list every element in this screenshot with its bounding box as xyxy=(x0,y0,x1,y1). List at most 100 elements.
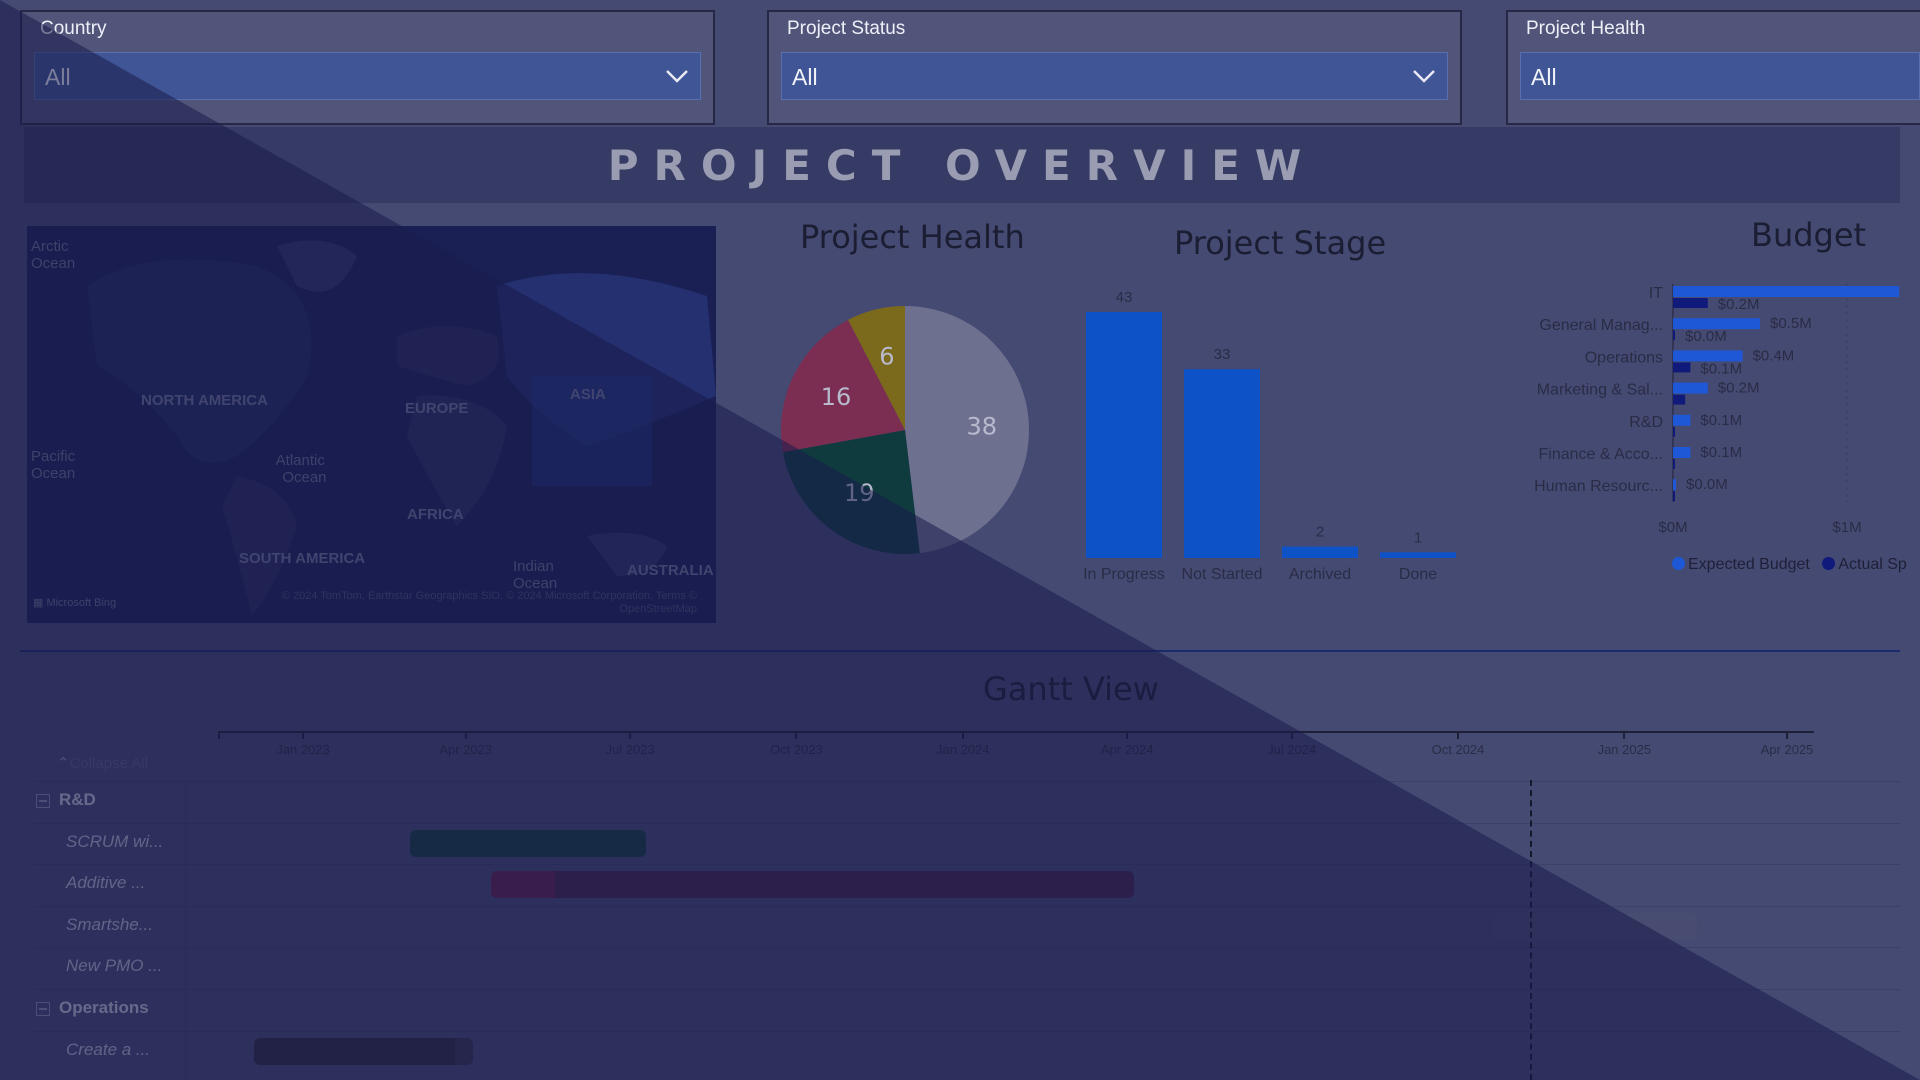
country-dropdown-value: All xyxy=(45,64,71,90)
gantt-task-bar[interactable] xyxy=(409,829,647,857)
budget-actual-bar[interactable] xyxy=(1673,426,1675,437)
country-slicer-label: Country xyxy=(40,18,107,39)
gantt-axis-label: Jan 2025 xyxy=(1597,742,1652,757)
project-health-dropdown[interactable]: All xyxy=(1520,52,1920,100)
stage-bar-value: 43 xyxy=(1116,289,1133,306)
budget-category-label: Operations xyxy=(1585,349,1663,366)
ocean-label: Arctic Ocean xyxy=(31,238,76,272)
bing-brand-text: Microsoft Bing xyxy=(46,597,117,609)
world-landmass xyxy=(87,240,716,616)
project-status-slicer: Project Status All xyxy=(767,10,1462,125)
gantt-axis-tick xyxy=(1457,731,1460,739)
project-health-slicer: Project Health All xyxy=(1506,10,1920,125)
pie-slice-label: 6 xyxy=(879,342,894,370)
gantt-task-progress xyxy=(490,871,556,899)
gantt-axis-label: Apr 2024 xyxy=(1100,742,1154,757)
pie-slice-label: 16 xyxy=(821,383,852,411)
chevron-down-icon[interactable] xyxy=(1411,63,1437,89)
stage-category-label: Not Started xyxy=(1182,566,1263,583)
gantt-task-bar[interactable] xyxy=(1492,912,1697,940)
gantt-axis-label: Oct 2023 xyxy=(770,742,823,757)
gantt-axis-tick xyxy=(961,731,964,739)
gantt-task-row[interactable]: Additive ... xyxy=(33,864,1900,905)
budget-expected-bar[interactable] xyxy=(1673,447,1691,458)
budget-title: Budget xyxy=(1751,216,1867,254)
budget-expected-bar[interactable] xyxy=(1673,479,1676,491)
project-status-dropdown[interactable]: All xyxy=(781,52,1448,100)
gantt-group-row[interactable]: Operations xyxy=(33,989,1900,1030)
gantt-task-bar[interactable] xyxy=(254,1037,473,1065)
stage-bar[interactable] xyxy=(1086,312,1162,558)
gantt-task-row[interactable]: Create a ... xyxy=(33,1030,1900,1072)
gantt-task-label: New PMO ... xyxy=(66,956,163,976)
gantt-task-label: Additive ... xyxy=(66,873,146,893)
chevron-down-icon[interactable] xyxy=(664,63,690,89)
gantt-group-row[interactable]: R&D xyxy=(33,781,1900,822)
collapse-group-icon[interactable] xyxy=(36,794,50,808)
gantt-task-label: Create a ... xyxy=(66,1039,151,1059)
gantt-task-row[interactable]: Smartshe... xyxy=(33,905,1900,947)
stage-bar[interactable] xyxy=(1184,369,1260,558)
gantt-axis-tick xyxy=(464,731,467,739)
budget-expected-bar[interactable] xyxy=(1673,286,1900,297)
budget-actual-bar[interactable] xyxy=(1673,394,1686,405)
budget-chart[interactable]: IT $0.2M General Manag... $0.5M $0.0M Operati… xyxy=(1500,270,1920,590)
stage-bar[interactable] xyxy=(1282,546,1358,558)
gantt-axis-label: Jan 2024 xyxy=(936,742,990,757)
continent-label: SOUTH AMERICA xyxy=(239,550,366,567)
gantt-task-label: SCRUM wi... xyxy=(66,831,164,851)
budget-actual-bar[interactable] xyxy=(1673,362,1691,373)
budget-axis-tick: $1M xyxy=(1832,519,1861,536)
project-health-pie[interactable]: 38 19 16 6 xyxy=(770,300,1040,560)
continent-label: ASIA xyxy=(570,386,606,403)
gantt-axis-tick xyxy=(218,731,220,739)
legend-dot-actual xyxy=(1822,557,1836,570)
ocean-label: Indian Ocean xyxy=(513,558,558,592)
budget-actual-bar[interactable] xyxy=(1673,491,1675,502)
budget-expected-value: $0.2M xyxy=(1718,380,1760,397)
country-dropdown[interactable]: All xyxy=(34,52,701,100)
stage-bar-value: 2 xyxy=(1316,524,1324,541)
budget-expected-value: $0.0M xyxy=(1686,476,1728,493)
stage-bar[interactable] xyxy=(1380,552,1456,558)
project-health-title: Project Health xyxy=(800,218,1025,256)
project-health-dropdown-value: All xyxy=(1531,64,1557,90)
gantt-axis-tick xyxy=(1623,731,1626,739)
collapse-all-button[interactable]: ⌃Collapse All xyxy=(57,754,148,772)
legend-dot-expected xyxy=(1672,557,1685,570)
budget-actual-value: $0.2M xyxy=(1718,296,1760,313)
collapse-group-icon[interactable] xyxy=(36,1002,50,1016)
gantt-axis-tick xyxy=(302,731,304,739)
page-title: PROJECT OVERVIEW xyxy=(607,140,1317,190)
map-attribution: © 2024 TomTom, Earthstar Geographics SIO… xyxy=(281,590,697,615)
gantt-axis-label: Jul 2023 xyxy=(605,742,655,757)
budget-actual-bar[interactable] xyxy=(1673,459,1675,469)
gantt-axis-label: Apr 2025 xyxy=(1760,742,1814,757)
gantt-group-label: R&D xyxy=(59,790,96,809)
gantt-axis-tick xyxy=(1126,731,1129,739)
budget-actual-value: $0.1M xyxy=(1700,360,1742,377)
budget-expected-bar[interactable] xyxy=(1673,382,1708,394)
project-stage-chart[interactable]: 43 In Progress 33 Not Started 2 Archived 1 Done xyxy=(1070,270,1470,590)
continent-label: AFRICA xyxy=(407,506,464,523)
budget-actual-bar[interactable] xyxy=(1673,330,1675,341)
gantt-axis-label: Jan 2023 xyxy=(276,742,330,757)
bing-logo: ▦ Microsoft Bing xyxy=(33,597,117,609)
budget-category-label: Human Resourc... xyxy=(1534,478,1663,495)
project-map[interactable]: Arctic Ocean Pacific Ocean Atlantic Ocean … xyxy=(27,226,716,623)
ocean-label: Atlantic Ocean xyxy=(274,452,327,486)
budget-expected-bar[interactable] xyxy=(1673,414,1691,426)
budget-actual-bar[interactable] xyxy=(1673,298,1708,308)
ocean-label: Pacific Ocean xyxy=(31,448,76,482)
project-status-slicer-label: Project Status xyxy=(787,18,906,39)
budget-category-label: General Manag... xyxy=(1539,317,1663,334)
gantt-task-row[interactable]: New PMO ... xyxy=(33,947,1900,988)
gantt-task-row[interactable]: SCRUM wi... xyxy=(33,822,1900,864)
gantt-title: Gantt View xyxy=(983,670,1159,708)
continent-label: AUSTRALIA xyxy=(627,562,714,579)
stage-category-label: Archived xyxy=(1289,566,1351,583)
pie-slice-label: 38 xyxy=(966,412,997,440)
gantt-axis-tick xyxy=(629,731,632,739)
gantt-task-bar[interactable] xyxy=(490,871,1135,899)
budget-actual-value: $0.0M xyxy=(1685,328,1727,345)
